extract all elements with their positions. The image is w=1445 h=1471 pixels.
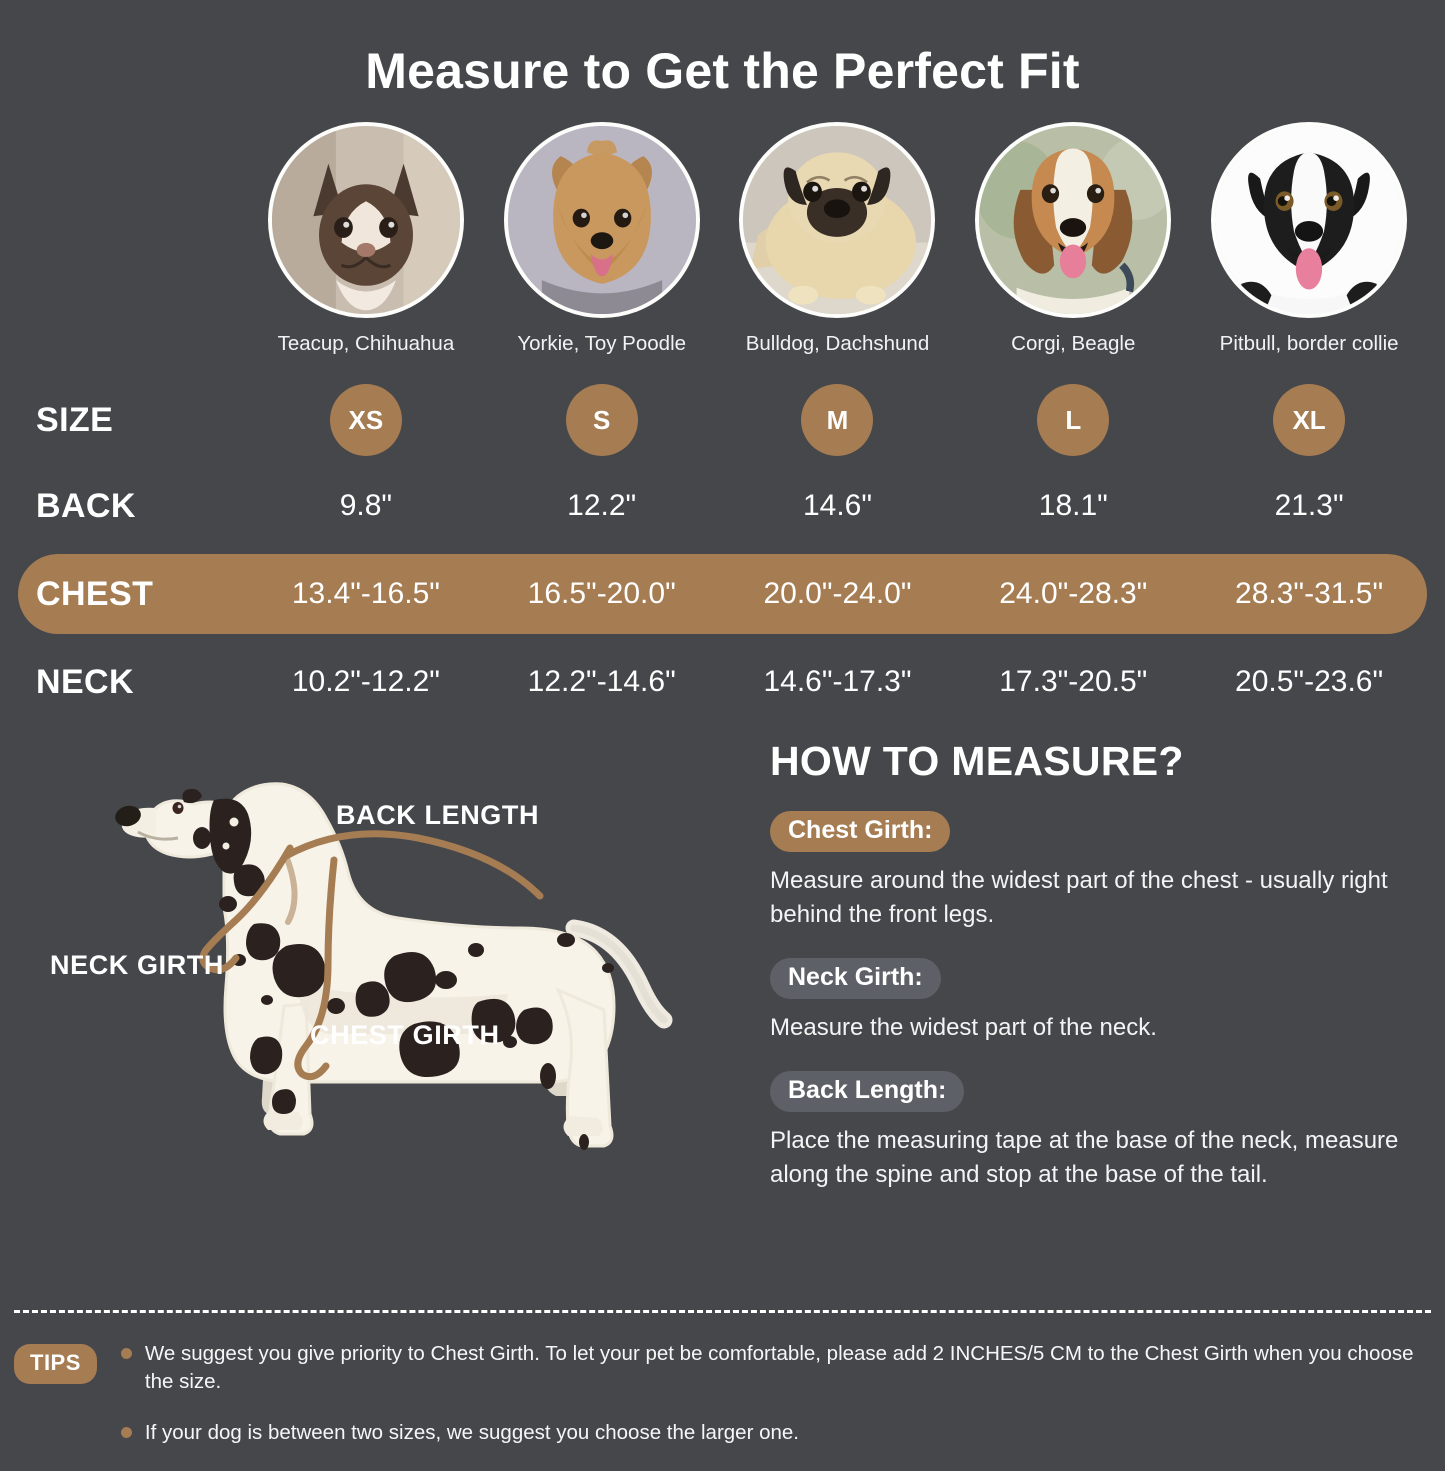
term-back-length: Back Length: (770, 1071, 965, 1113)
table-row-back: BACK 9.8" 12.2" 14.6" 18.1" 21.3" (18, 466, 1427, 546)
breed-cell-s: Yorkie, Toy Poodle (484, 122, 720, 356)
desc-back-length: Place the measuring tape at the base of … (770, 1127, 1399, 1189)
pug-photo (739, 122, 936, 318)
row-label-chest: CHEST (36, 574, 154, 613)
chest-value-xs: 13.4"-16.5" (291, 577, 440, 610)
size-badge-s: S (565, 384, 638, 456)
breed-cell-m: Bulldog, Dachshund (720, 122, 956, 356)
size-badge-cell: S (484, 384, 720, 456)
diagram-label-back-length: BACK LENGTH (336, 800, 540, 830)
back-value-s: 12.2" (567, 489, 637, 522)
back-value-l: 18.1" (1038, 489, 1108, 522)
size-badge-l: L (1037, 384, 1110, 456)
dog-measurement-diagram: BACK LENGTH NECK GIRTH CHEST GIRTH (18, 738, 758, 1178)
desc-neck-girth: Measure the widest part of the neck. (770, 1014, 1157, 1042)
term-neck-girth: Neck Girth: (770, 958, 941, 1000)
neck-value-xl: 20.5"-23.6" (1235, 665, 1384, 698)
chest-value-s: 16.5"-20.0" (527, 577, 676, 610)
chihuahua-photo (267, 122, 464, 318)
back-value-xl: 21.3" (1274, 489, 1344, 522)
border-collie-photo (1211, 122, 1408, 318)
how-to-measure-title: HOW TO MEASURE? (770, 738, 1184, 784)
row-label-neck: NECK (36, 662, 134, 701)
page-title: Measure to Get the Perfect Fit (365, 43, 1080, 99)
size-badge-m: M (801, 384, 874, 456)
measure-item-neck-girth: Neck Girth: Measure the widest part of t… (770, 958, 1427, 1045)
bullet-icon (120, 1427, 132, 1439)
table-row-neck: NECK 10.2"-12.2" 12.2"-14.6" 14.6"-17.3"… (18, 640, 1427, 724)
size-badge-cell: L (955, 384, 1191, 456)
row-label-size: SIZE (36, 400, 114, 439)
tips-list: We suggest you give priority to Chest Gi… (120, 1340, 1431, 1471)
diagram-label-chest-girth: CHEST GIRTH (310, 1020, 500, 1050)
size-chart-table: SIZE XS S M L XL BACK 9.8" 12.2" 14.6" 1… (0, 374, 1445, 724)
size-badge-xs: XS (329, 384, 402, 456)
size-badge-xl: XL (1273, 384, 1346, 456)
list-item: We suggest you give priority to Chest Gi… (120, 1340, 1431, 1395)
term-chest-girth: Chest Girth: (770, 811, 951, 852)
breed-photo-row: Teacup, Chihuahua Yorkie, Toy Poodle (0, 122, 1445, 356)
size-badge-cell: M (720, 384, 956, 456)
breed-cell-xl: Pitbull, border collie (1191, 122, 1427, 356)
size-badge-cell: XL (1191, 384, 1427, 456)
chest-value-xl: 28.3"-31.5" (1235, 577, 1384, 610)
neck-value-l: 17.3"-20.5" (999, 665, 1148, 698)
lower-section: BACK LENGTH NECK GIRTH CHEST GIRTH HOW T… (0, 738, 1445, 1218)
how-to-measure-section: HOW TO MEASURE? Chest Girth: Measure aro… (758, 738, 1427, 1218)
measure-item-back-length: Back Length: Place the measuring tape at… (770, 1071, 1427, 1192)
breed-cell-xs: Teacup, Chihuahua (248, 122, 484, 356)
breed-label: Pitbull, border collie (1219, 332, 1399, 355)
yorkie-photo (503, 122, 700, 318)
back-value-xs: 9.8" (339, 489, 393, 522)
measure-item-chest-girth: Chest Girth: Measure around the widest p… (770, 811, 1427, 932)
chest-value-m: 20.0"-24.0" (763, 577, 912, 610)
breed-label: Yorkie, Toy Poodle (517, 332, 687, 355)
breed-label: Corgi, Beagle (1011, 332, 1136, 355)
tips-badge: TIPS (14, 1344, 97, 1384)
bullet-icon (120, 1348, 132, 1359)
dalmatian-illustration (115, 782, 673, 1150)
table-row-chest-highlighted: CHEST 13.4"-16.5" 16.5"-20.0" 20.0"-24.0… (18, 554, 1427, 634)
diagram-label-neck-girth: NECK GIRTH (50, 950, 224, 980)
tip-text: We suggest you give priority to Chest Gi… (144, 1342, 1414, 1393)
neck-value-s: 12.2"-14.6" (527, 665, 676, 698)
row-label-back: BACK (36, 486, 136, 525)
neck-value-m: 14.6"-17.3" (763, 665, 912, 698)
table-row-size: SIZE XS S M L XL (18, 374, 1427, 466)
breed-label: Teacup, Chihuahua (277, 332, 455, 355)
desc-chest-girth: Measure around the widest part of the ch… (770, 867, 1388, 929)
neck-value-xs: 10.2"-12.2" (291, 665, 440, 698)
chest-value-l: 24.0"-28.3" (999, 577, 1148, 610)
breed-label: Bulldog, Dachshund (745, 332, 930, 355)
list-item: If your dog is between two sizes, we sug… (120, 1419, 1431, 1447)
back-value-m: 14.6" (802, 489, 873, 522)
size-badge-cell: XS (248, 384, 484, 456)
tip-text: If your dog is between two sizes, we sug… (144, 1421, 800, 1445)
tips-section: TIPS We suggest you give priority to Che… (14, 1340, 1431, 1471)
dashed-divider (14, 1310, 1431, 1313)
breed-cell-l: Corgi, Beagle (955, 122, 1191, 356)
beagle-photo (975, 122, 1172, 318)
